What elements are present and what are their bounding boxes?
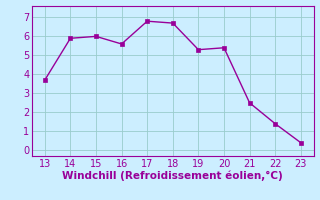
X-axis label: Windchill (Refroidissement éolien,°C): Windchill (Refroidissement éolien,°C) — [62, 170, 283, 181]
